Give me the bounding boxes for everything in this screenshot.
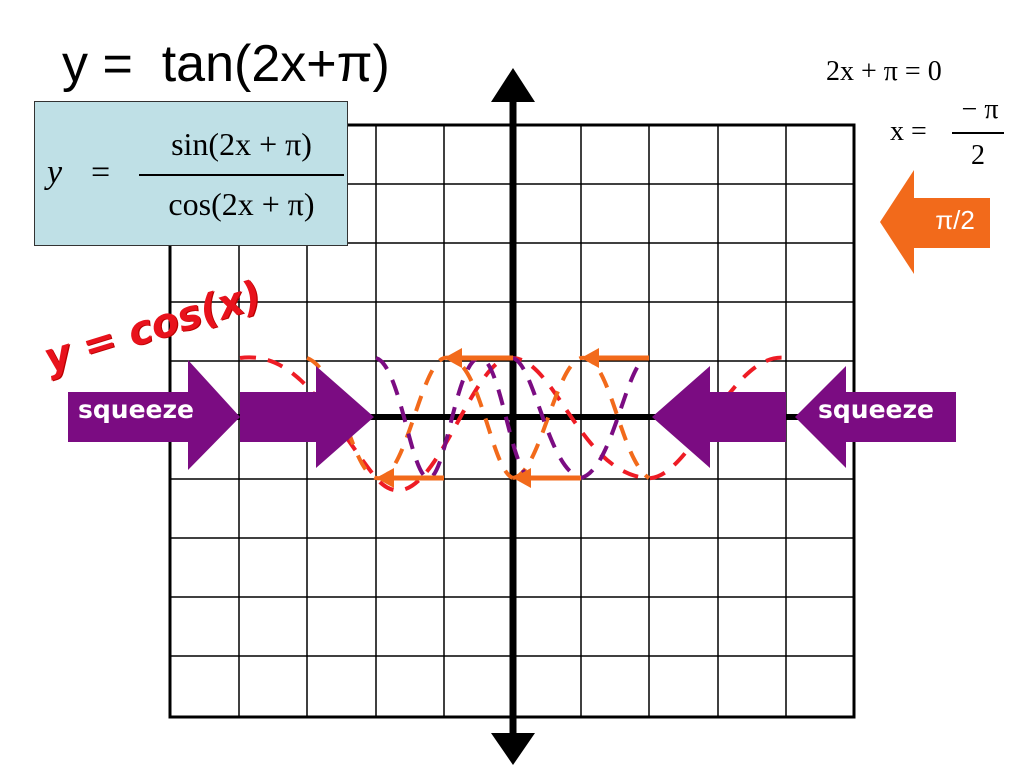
formula-equals: = (91, 154, 111, 191)
solution-line-2-left: x = (890, 116, 927, 147)
phase-shift-arrow (880, 170, 990, 274)
y-axis-arrow-down (491, 733, 535, 765)
solution-denominator: 2 (971, 140, 985, 171)
page-title: y = tan(2x+π) (62, 35, 390, 93)
left-squeeze-arrow-small (68, 360, 240, 470)
right-squeeze-arrow-large (652, 366, 786, 468)
formula-box: y = sin(2x + π) cos(2x + π) (34, 101, 348, 246)
phase-shift-label: π/2 (935, 205, 975, 235)
formula-y: y (47, 154, 63, 191)
purple-cosine-curve-1 (375, 356, 532, 481)
formula-denominator: cos(2x + π) (168, 186, 315, 222)
formula-numerator: sin(2x + π) (171, 126, 312, 162)
orange-shift-arrows (376, 348, 649, 488)
y-axis-arrow-up (491, 68, 535, 102)
squeeze-label-left: squeeze (78, 395, 194, 424)
solution-line-1: 2x + π = 0 (826, 56, 942, 87)
solution-numerator: − π (961, 94, 999, 125)
right-squeeze-arrow-small (795, 366, 956, 468)
formula-fraction-bar (139, 174, 344, 176)
squeeze-label-right: squeeze (818, 395, 934, 424)
left-squeeze-arrow-large (240, 366, 374, 468)
solution-fraction-bar (952, 132, 1004, 134)
